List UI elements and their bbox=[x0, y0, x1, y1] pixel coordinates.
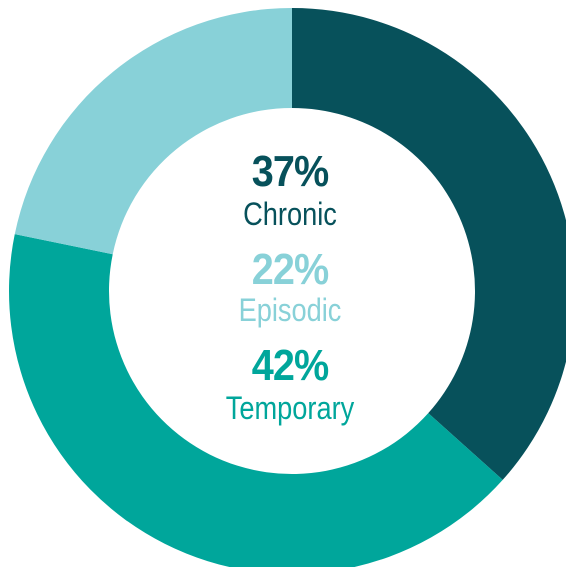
slice-episodic bbox=[14, 8, 292, 255]
slice-chronic bbox=[292, 8, 566, 480]
slice-temporary bbox=[9, 234, 503, 567]
